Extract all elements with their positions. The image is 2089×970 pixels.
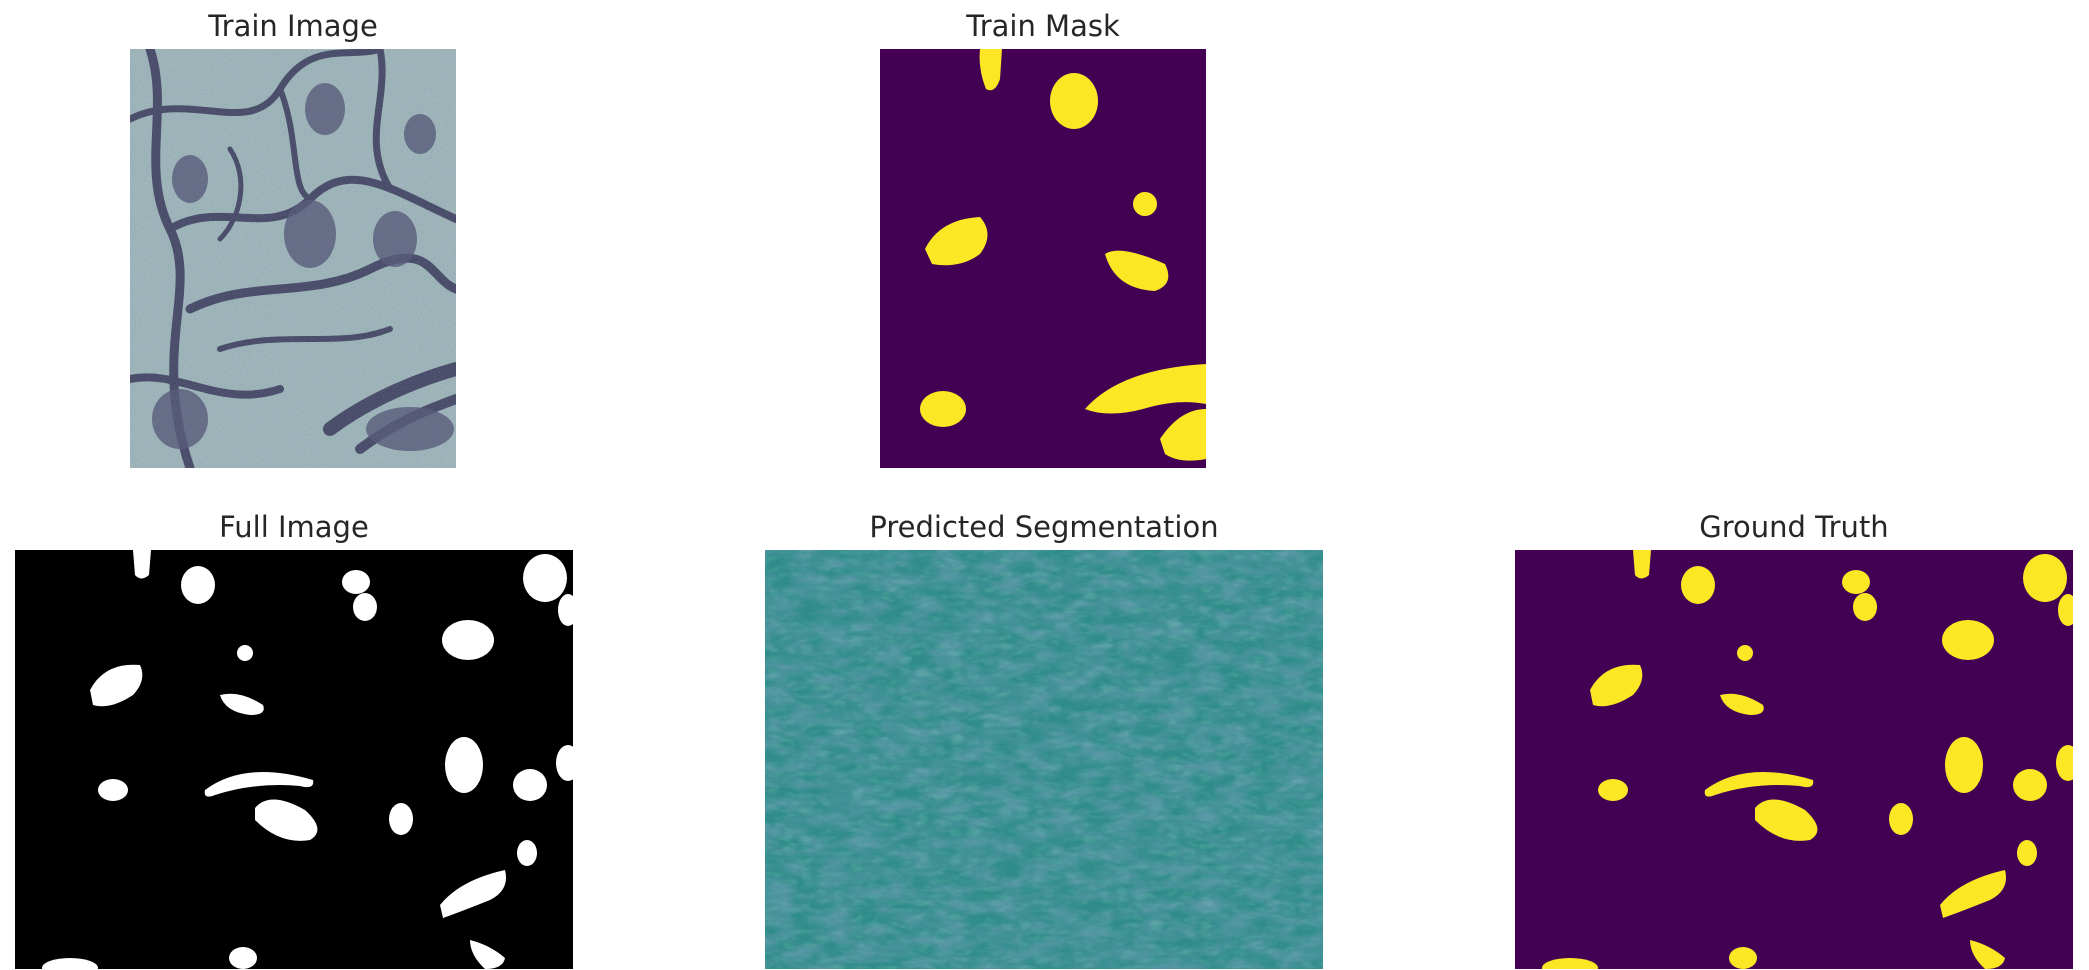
train-mask-title: Train Mask (966, 9, 1120, 43)
mask-blobs (920, 49, 1206, 461)
train-image-title: Train Image (208, 9, 378, 43)
predicted-segmentation-title: Predicted Segmentation (869, 510, 1219, 544)
ground-truth (1515, 550, 2073, 969)
binary-blobs (42, 550, 573, 969)
prediction-texture-light (765, 550, 1323, 969)
binary-background (15, 550, 573, 969)
train-mask (880, 49, 1206, 468)
full-image (15, 550, 573, 969)
ground-truth-title: Ground Truth (1699, 510, 1889, 544)
full-image-title: Full Image (219, 510, 369, 544)
gt-background (1515, 550, 2073, 969)
em-grain (130, 49, 456, 468)
gt-blobs (1542, 550, 2073, 969)
train-image (130, 49, 456, 468)
predicted-segmentation (765, 550, 1323, 969)
